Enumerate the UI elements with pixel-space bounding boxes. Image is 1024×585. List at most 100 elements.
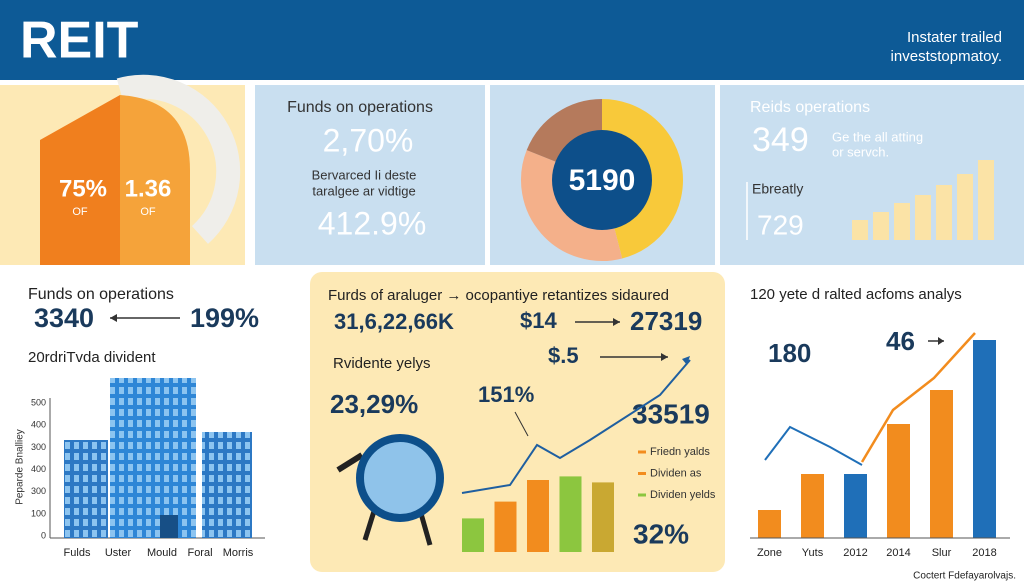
tagline: Instater trailed xyxy=(907,29,1002,46)
bar xyxy=(930,390,953,538)
y-axis-label: Peparde Bnalliey xyxy=(15,429,26,505)
stat: 151% xyxy=(478,382,534,407)
donut-center xyxy=(552,130,652,230)
stat: 27319 xyxy=(630,306,702,336)
stat: 33519 xyxy=(632,398,710,429)
tagline: investstopmatoy. xyxy=(891,48,1002,65)
arc xyxy=(116,74,241,244)
trend-line xyxy=(461,359,691,494)
legend: Friedn yalds Dividen as Dividen yelds xyxy=(638,446,716,501)
header-band xyxy=(0,0,1024,80)
stat: 23,29% xyxy=(330,389,418,419)
y-tick-label: 300 xyxy=(31,442,46,452)
magnifier xyxy=(356,434,444,522)
y-tick-label: 100 xyxy=(31,508,46,518)
magnifier-leg xyxy=(362,507,378,541)
y-tick-label: 400 xyxy=(31,420,46,430)
footer: Coctert Fdefayarolvajs. xyxy=(913,571,1016,582)
stat: 199% xyxy=(190,303,259,333)
legend-label: Dividen yelds xyxy=(650,489,716,501)
stat: 46 xyxy=(886,326,915,356)
trend-line xyxy=(860,332,976,463)
trend-arrow xyxy=(682,356,690,365)
x-label: Yuts xyxy=(802,547,824,559)
deco-bars xyxy=(852,160,994,240)
x-label: Fulds xyxy=(64,547,91,559)
bar xyxy=(559,476,582,552)
pointer xyxy=(514,411,529,437)
x-label: Zone xyxy=(757,547,782,559)
stat: $14 xyxy=(520,308,557,333)
shape xyxy=(120,95,190,265)
heading: Reids operations xyxy=(750,99,870,116)
heading: 120 yete d ralted acfoms analys xyxy=(750,286,962,303)
bar xyxy=(973,340,996,538)
arrow-head xyxy=(938,337,944,345)
building-windows xyxy=(202,432,252,538)
panel xyxy=(255,85,485,265)
title: REIT xyxy=(20,12,139,70)
bar xyxy=(494,501,517,552)
stat: 412.9% xyxy=(318,205,427,241)
legend-label: Friedn yalds xyxy=(650,446,710,458)
x-label: 2012 xyxy=(843,547,867,559)
x-label: 2018 xyxy=(972,547,996,559)
heading: Funds on operations xyxy=(28,286,174,303)
note: or servch. xyxy=(832,144,889,159)
bar xyxy=(527,480,549,552)
stat: 32% xyxy=(633,518,689,549)
note: Ge the all atting xyxy=(832,129,923,144)
y-tick-label: 400 xyxy=(31,464,46,474)
panel xyxy=(720,85,1024,265)
stat: $.5 xyxy=(548,343,579,368)
trend-line xyxy=(764,425,863,466)
subheading: 20rdriTvda divident xyxy=(28,349,156,366)
stat-label: OF xyxy=(72,206,88,218)
bar xyxy=(758,510,781,538)
stat: 2,70% xyxy=(323,122,414,158)
stat: 729 xyxy=(757,209,804,240)
donut-segment xyxy=(526,99,603,163)
bar xyxy=(887,424,910,538)
note: taralgee ar vidtige xyxy=(312,183,415,198)
stat: 349 xyxy=(752,121,809,159)
arrow-head xyxy=(110,314,117,322)
shape xyxy=(40,95,120,265)
y-tick-label: 300 xyxy=(31,486,46,496)
stat: 1.36 xyxy=(125,175,172,202)
y-ticks: 500 400 300 400 300 100 0 xyxy=(31,397,46,540)
center-value: 5190 xyxy=(569,164,636,197)
x-labels: Fulds Uster Mould Foral Morris xyxy=(64,547,254,559)
label: Ebreatly xyxy=(752,181,803,197)
arrow-head xyxy=(661,353,668,361)
stat: 75% xyxy=(59,175,107,202)
magnifier-handle xyxy=(336,452,364,473)
bar xyxy=(462,518,484,552)
subheading: Rvidente yelys xyxy=(333,355,431,372)
y-tick-label: 500 xyxy=(31,397,46,407)
heading: Funds on operations xyxy=(287,99,433,116)
donut-segment xyxy=(601,99,683,259)
legend-label: Dividen as xyxy=(650,467,702,479)
x-label: Uster xyxy=(105,547,132,559)
building-windows xyxy=(110,378,196,538)
bars xyxy=(462,476,614,552)
stat-label: OF xyxy=(140,206,156,218)
bars: Zone Yuts 2012 2014 Slur 2018 xyxy=(757,340,997,559)
note: Bervarced Ii deste xyxy=(312,167,417,182)
stat: 3340 xyxy=(34,303,94,333)
x-label: Foral xyxy=(187,547,212,559)
stat: 180 xyxy=(768,338,811,368)
door xyxy=(160,515,178,538)
donut xyxy=(521,99,683,261)
x-label: Slur xyxy=(932,547,952,559)
arrow-head xyxy=(613,318,620,326)
heading: Furds of araluger → ocopantiye retantize… xyxy=(328,287,669,304)
bar xyxy=(801,474,824,538)
y-tick-label: 0 xyxy=(41,531,46,541)
x-label: Mould xyxy=(147,547,177,559)
donut-segment xyxy=(521,150,623,261)
bar xyxy=(592,482,614,552)
x-label: Morris xyxy=(223,547,254,559)
